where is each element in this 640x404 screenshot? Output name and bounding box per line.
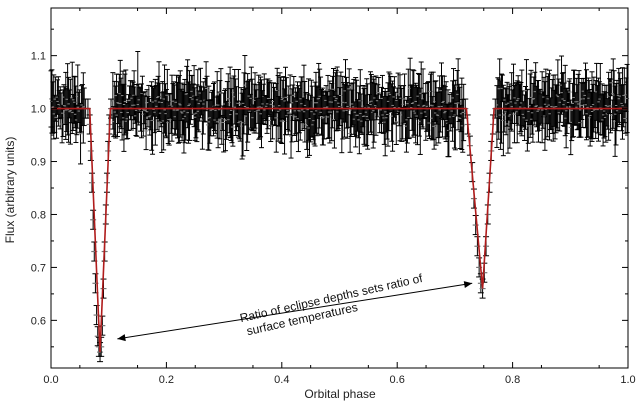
model-fit-layer [51, 107, 628, 353]
model-fit-line [51, 107, 628, 353]
x-tick-label: 0.6 [390, 374, 405, 386]
y-tick-label: 0.9 [31, 157, 46, 169]
x-tick-label: 0.0 [43, 374, 58, 386]
x-tick-label: 0.4 [274, 374, 289, 386]
x-axis-title: Orbital phase [304, 387, 376, 401]
annotation-arrowhead-left [117, 334, 126, 342]
x-tick-label: 0.2 [159, 374, 174, 386]
annotation-arrowhead-right [463, 281, 473, 288]
axes: 0.0 0.2 0.4 0.6 0.8 1.0 0.6 0.7 0.8 0.9 1.0 1.1 [31, 7, 636, 386]
y-tick-label: 1.0 [31, 104, 46, 116]
annotation-layer: Ratio of eclipse depths sets ratio of su… [117, 271, 473, 342]
x-tick-label: 0.8 [505, 374, 520, 386]
y-tick-label: 0.7 [31, 262, 46, 274]
x-tick-label: 1.0 [620, 374, 635, 386]
y-tick-label: 0.8 [31, 209, 46, 221]
annotation-arrow-shaft [117, 282, 473, 340]
error-bars-layer [48, 51, 630, 363]
y-tick-label: 1.1 [31, 51, 46, 63]
y-tick-label: 0.6 [31, 315, 46, 327]
y-axis-title: Flux (arbitrary units) [3, 137, 17, 244]
